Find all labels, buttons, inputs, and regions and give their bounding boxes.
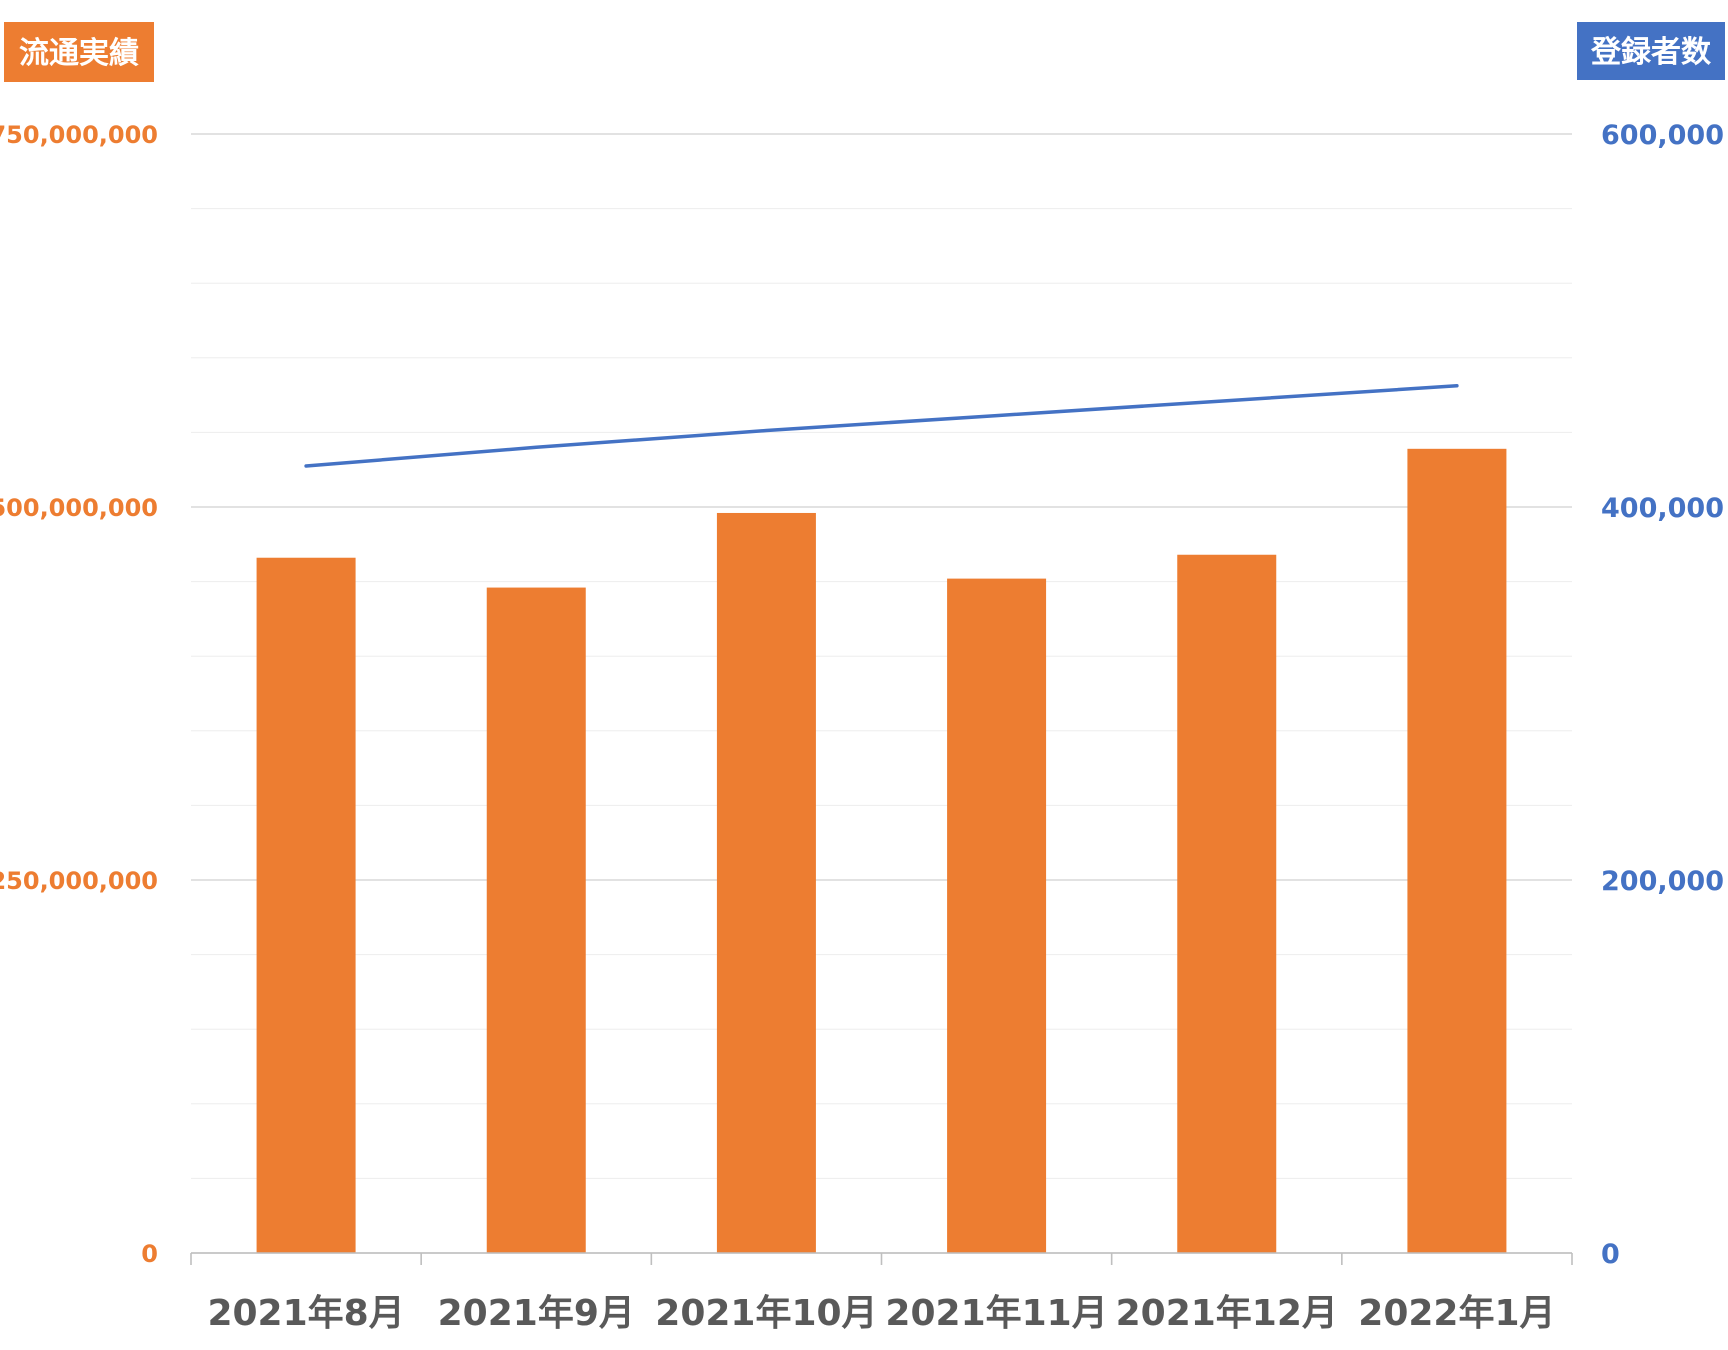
bar: [947, 578, 1047, 1253]
gridlines: [191, 133, 1572, 1254]
bar: [486, 587, 586, 1253]
right-axis-title-badge: 登録者数: [1577, 22, 1725, 80]
bar-series: [256, 448, 1507, 1253]
right-axis-tick-label: 200,000: [1601, 866, 1724, 897]
left-axis-tick-label: 250,000,000: [0, 867, 158, 895]
right-axis-tick-label: 0: [1601, 1239, 1620, 1270]
bar: [716, 512, 816, 1253]
right-axis-ticks: 0 200,000 400,000 600,000: [1601, 120, 1724, 1270]
right-axis-title-background: [1577, 22, 1725, 80]
left-axis-title-badge: 流通実績: [4, 22, 154, 82]
left-axis-title-background: [4, 22, 154, 82]
left-axis-ticks: 0 250,000,000 500,000,000 750,000,000: [0, 121, 158, 1268]
left-axis-title: 流通実績: [19, 36, 139, 71]
category-label: 2021年9月: [438, 1293, 635, 1334]
category-labels: 2021年8月 2021年9月 2021年10月 2021年11月 2021年12月 20…: [207, 1293, 1555, 1334]
axes: [190, 1252, 1573, 1265]
bar: [256, 557, 356, 1253]
category-label: 2021年11月: [885, 1293, 1107, 1334]
right-axis-tick-label: 600,000: [1601, 120, 1724, 151]
left-axis-tick-label: 500,000,000: [0, 494, 158, 522]
line-path: [304, 384, 1459, 468]
category-label: 2021年12月: [1116, 1293, 1338, 1334]
bar: [1407, 448, 1507, 1253]
right-axis-tick-label: 400,000: [1601, 493, 1724, 524]
left-axis-tick-label: 750,000,000: [0, 121, 158, 149]
category-label: 2021年10月: [655, 1293, 877, 1334]
line-series: [304, 384, 1459, 468]
category-label: 2022年1月: [1358, 1293, 1555, 1334]
right-axis-title: 登録者数: [1590, 35, 1712, 70]
category-label: 2021年8月: [207, 1293, 404, 1334]
left-axis-tick-label: 0: [141, 1240, 158, 1268]
bar: [1177, 554, 1277, 1253]
